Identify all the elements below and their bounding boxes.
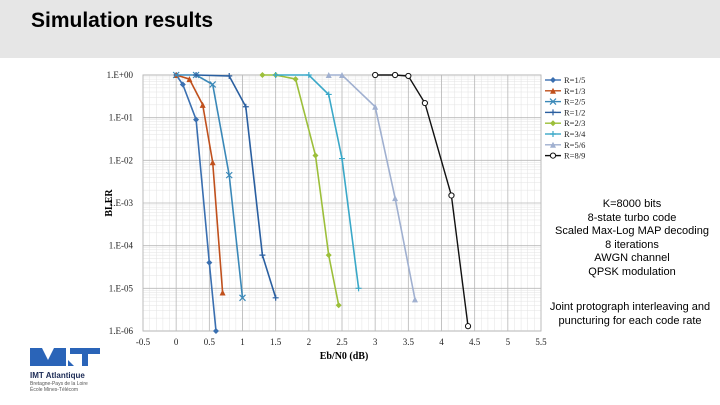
legend-label: R=1/2	[564, 107, 585, 117]
note-line: Joint protograph interleaving and	[549, 301, 711, 313]
data-point	[325, 72, 332, 78]
data-point	[242, 103, 249, 110]
slide-header: Simulation results	[0, 0, 720, 58]
legend-marker	[550, 109, 556, 116]
legend-label: R=8/9	[564, 151, 585, 161]
legend-marker	[550, 131, 556, 137]
legend-marker	[549, 98, 557, 106]
data-point	[239, 294, 246, 302]
data-point	[372, 71, 379, 79]
data-point	[259, 72, 266, 78]
legend-marker	[550, 77, 556, 83]
x-tick-label: 4.5	[469, 337, 481, 347]
note-line: puncturing for each code rate	[558, 315, 702, 327]
data-point	[372, 103, 379, 110]
y-tick-label: 1.E-02	[109, 155, 133, 165]
data-point	[186, 76, 193, 83]
data-point	[212, 328, 219, 334]
data-point	[392, 195, 399, 202]
y-tick-label: 1.E-01	[109, 113, 133, 123]
x-tick-label: 2	[307, 337, 312, 347]
x-tick-label: 3	[373, 337, 378, 347]
param-line: K=8000 bits	[602, 198, 662, 210]
y-tick-label: 1.E-04	[109, 241, 134, 251]
legend-label: R=1/3	[564, 86, 585, 96]
data-point	[325, 91, 332, 98]
x-tick-label: 0	[174, 337, 179, 347]
legend-label: R=5/6	[564, 140, 585, 150]
logo-sub-line: Bretagne-Pays de la Loire	[30, 381, 88, 387]
data-point	[448, 192, 455, 199]
x-tick-label: -0.5	[136, 337, 151, 347]
data-point	[421, 99, 429, 107]
legend-marker	[550, 141, 556, 148]
legend-marker	[550, 87, 556, 94]
data-point	[193, 116, 200, 123]
x-axis-label: Eb/N0 (dB)	[320, 351, 369, 362]
data-point	[391, 71, 399, 79]
data-point	[339, 72, 345, 78]
data-point	[305, 72, 312, 78]
data-point	[312, 152, 319, 159]
legend-label: R=1/5	[564, 75, 585, 85]
logo-sub-line: École Mines-Télécom	[30, 387, 79, 393]
data-point	[325, 252, 332, 259]
slide-title: Simulation results	[31, 9, 214, 32]
data-point	[339, 155, 345, 162]
data-point	[355, 285, 362, 292]
data-point	[193, 72, 200, 78]
data-point	[259, 252, 266, 259]
data-point	[209, 159, 216, 166]
imt-logo-icon	[30, 348, 100, 366]
y-tick-label: 1.E-06	[109, 326, 134, 336]
simulation-parameters: K=8000 bits 8-state turbo code Scaled Ma…	[544, 198, 720, 279]
y-tick-label: 1.E+00	[107, 70, 134, 80]
data-point	[292, 76, 299, 83]
legend-label: R=2/3	[564, 118, 585, 128]
series-line	[375, 74, 469, 327]
param-line: 8-state turbo code	[587, 211, 677, 224]
x-tick-label: 1	[240, 337, 245, 347]
data-point	[411, 296, 418, 303]
legend-label: R=3/4	[564, 129, 586, 139]
data-point	[272, 294, 279, 301]
param-line: QPSK modulation	[588, 265, 676, 278]
x-tick-label: 2.5	[336, 337, 348, 347]
x-tick-label: 1.5	[270, 337, 282, 347]
data-point	[405, 72, 412, 80]
legend-marker	[549, 152, 557, 159]
logo-subtitle: Bretagne-Pays de la Loire École Mines-Té…	[30, 381, 88, 393]
data-point	[219, 289, 226, 296]
legend-marker	[550, 120, 556, 127]
x-tick-label: 5.5	[535, 337, 547, 347]
x-tick-label: 5	[506, 337, 511, 347]
legend-label: R=2/5	[564, 97, 585, 107]
x-tick-label: 3.5	[403, 337, 415, 347]
data-point	[199, 101, 206, 108]
x-tick-label: 4	[439, 337, 444, 347]
interleaving-note: Joint protograph interleaving and punctu…	[540, 300, 720, 328]
param-line: 8 iterations	[605, 238, 659, 251]
data-point	[172, 71, 180, 79]
data-point	[209, 81, 217, 88]
y-axis-label: BLER	[104, 189, 115, 217]
logo-name: IMT Atlantique	[30, 371, 85, 380]
y-tick-label: 1.E-05	[109, 283, 134, 293]
data-point	[226, 72, 233, 79]
data-point	[464, 323, 472, 330]
data-point	[179, 81, 186, 88]
data-point	[335, 302, 342, 309]
x-tick-label: 0.5	[204, 337, 216, 347]
data-point	[206, 259, 213, 266]
data-point	[272, 72, 279, 78]
param-line: Scaled Max-Log MAP decoding	[555, 225, 709, 237]
data-point	[225, 171, 233, 179]
param-line: AWGN channel	[594, 252, 670, 264]
y-tick-label: 1.E-03	[109, 198, 134, 208]
